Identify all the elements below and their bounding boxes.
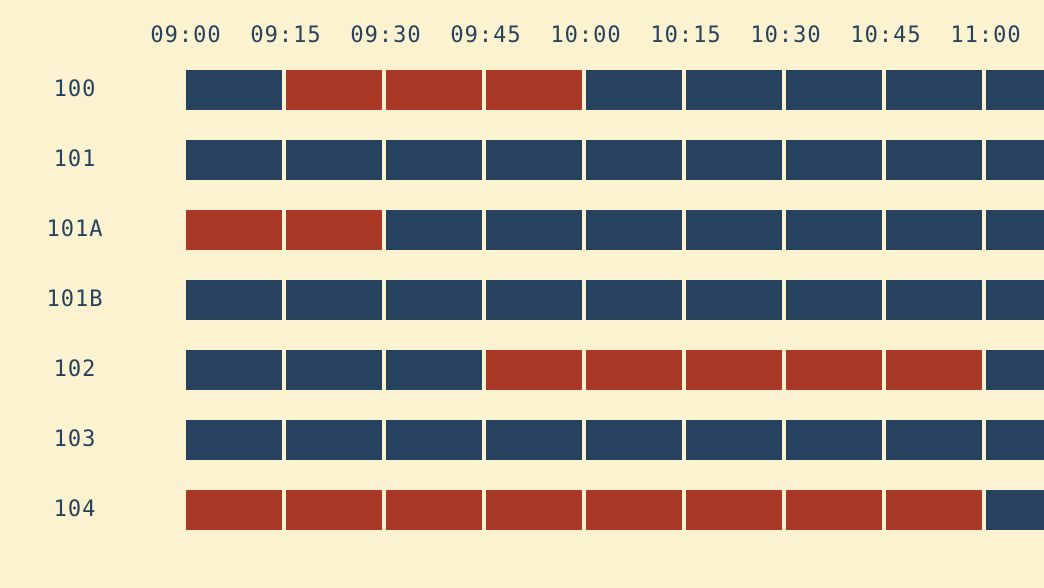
time-slot-available[interactable] bbox=[586, 70, 682, 110]
time-slot-available[interactable] bbox=[986, 70, 1044, 110]
time-slot-available[interactable] bbox=[486, 420, 582, 460]
time-label: 09:45 bbox=[450, 23, 522, 48]
room-label: 102 bbox=[53, 357, 97, 382]
time-slot-booked[interactable] bbox=[786, 490, 882, 530]
time-slot-available[interactable] bbox=[286, 140, 382, 180]
time-slot-available[interactable] bbox=[586, 140, 682, 180]
time-slot-available[interactable] bbox=[986, 280, 1044, 320]
time-slot-available[interactable] bbox=[886, 210, 982, 250]
time-slot-booked[interactable] bbox=[486, 490, 582, 530]
time-label: 09:00 bbox=[150, 23, 222, 48]
room-label: 101 bbox=[53, 147, 97, 172]
time-label: 10:00 bbox=[550, 23, 622, 48]
room-label: 101B bbox=[46, 287, 104, 312]
time-slot-available[interactable] bbox=[186, 70, 282, 110]
time-slot-available[interactable] bbox=[386, 140, 482, 180]
time-slot-booked[interactable] bbox=[386, 70, 482, 110]
time-slot-booked[interactable] bbox=[486, 350, 582, 390]
time-slot-booked[interactable] bbox=[586, 350, 682, 390]
time-slot-available[interactable] bbox=[786, 70, 882, 110]
time-slot-available[interactable] bbox=[386, 210, 482, 250]
time-label: 09:15 bbox=[250, 23, 322, 48]
time-slot-available[interactable] bbox=[386, 280, 482, 320]
time-slot-booked[interactable] bbox=[786, 350, 882, 390]
room-label: 103 bbox=[53, 427, 97, 452]
time-slot-booked[interactable] bbox=[586, 490, 682, 530]
time-slot-booked[interactable] bbox=[186, 210, 282, 250]
time-slot-booked[interactable] bbox=[686, 350, 782, 390]
time-slot-booked[interactable] bbox=[286, 210, 382, 250]
time-slot-available[interactable] bbox=[186, 420, 282, 460]
time-slot-available[interactable] bbox=[586, 420, 682, 460]
time-slot-available[interactable] bbox=[386, 420, 482, 460]
time-slot-available[interactable] bbox=[886, 140, 982, 180]
time-slot-available[interactable] bbox=[686, 280, 782, 320]
room-label: 104 bbox=[53, 497, 97, 522]
time-slot-available[interactable] bbox=[786, 420, 882, 460]
time-slot-available[interactable] bbox=[586, 210, 682, 250]
time-slot-booked[interactable] bbox=[386, 490, 482, 530]
time-slot-booked[interactable] bbox=[886, 350, 982, 390]
time-label: 10:30 bbox=[750, 23, 822, 48]
time-slot-available[interactable] bbox=[986, 490, 1044, 530]
time-slot-available[interactable] bbox=[686, 140, 782, 180]
time-slot-available[interactable] bbox=[186, 140, 282, 180]
time-label: 11:00 bbox=[950, 23, 1022, 48]
time-slot-available[interactable] bbox=[686, 210, 782, 250]
room-label: 100 bbox=[53, 77, 97, 102]
time-slot-available[interactable] bbox=[286, 280, 382, 320]
time-slot-available[interactable] bbox=[786, 140, 882, 180]
time-label: 10:15 bbox=[650, 23, 722, 48]
time-slot-available[interactable] bbox=[686, 420, 782, 460]
time-label: 09:30 bbox=[350, 23, 422, 48]
time-slot-available[interactable] bbox=[786, 210, 882, 250]
time-slot-available[interactable] bbox=[986, 420, 1044, 460]
time-slot-available[interactable] bbox=[486, 140, 582, 180]
time-slot-booked[interactable] bbox=[286, 490, 382, 530]
time-slot-available[interactable] bbox=[586, 280, 682, 320]
time-slot-available[interactable] bbox=[986, 210, 1044, 250]
time-slot-booked[interactable] bbox=[886, 490, 982, 530]
time-slot-available[interactable] bbox=[986, 350, 1044, 390]
time-slot-available[interactable] bbox=[486, 280, 582, 320]
time-slot-available[interactable] bbox=[886, 70, 982, 110]
time-slot-available[interactable] bbox=[986, 140, 1044, 180]
time-slot-available[interactable] bbox=[286, 420, 382, 460]
time-slot-available[interactable] bbox=[686, 70, 782, 110]
time-slot-available[interactable] bbox=[286, 350, 382, 390]
time-slot-available[interactable] bbox=[886, 280, 982, 320]
time-slot-available[interactable] bbox=[386, 350, 482, 390]
time-slot-available[interactable] bbox=[186, 350, 282, 390]
time-slot-available[interactable] bbox=[186, 280, 282, 320]
time-slot-available[interactable] bbox=[486, 210, 582, 250]
room-label: 101A bbox=[46, 217, 104, 242]
time-label: 10:45 bbox=[850, 23, 922, 48]
time-slot-booked[interactable] bbox=[186, 490, 282, 530]
time-slot-booked[interactable] bbox=[286, 70, 382, 110]
time-slot-available[interactable] bbox=[886, 420, 982, 460]
time-slot-available[interactable] bbox=[786, 280, 882, 320]
time-slot-booked[interactable] bbox=[686, 490, 782, 530]
time-slot-booked[interactable] bbox=[486, 70, 582, 110]
